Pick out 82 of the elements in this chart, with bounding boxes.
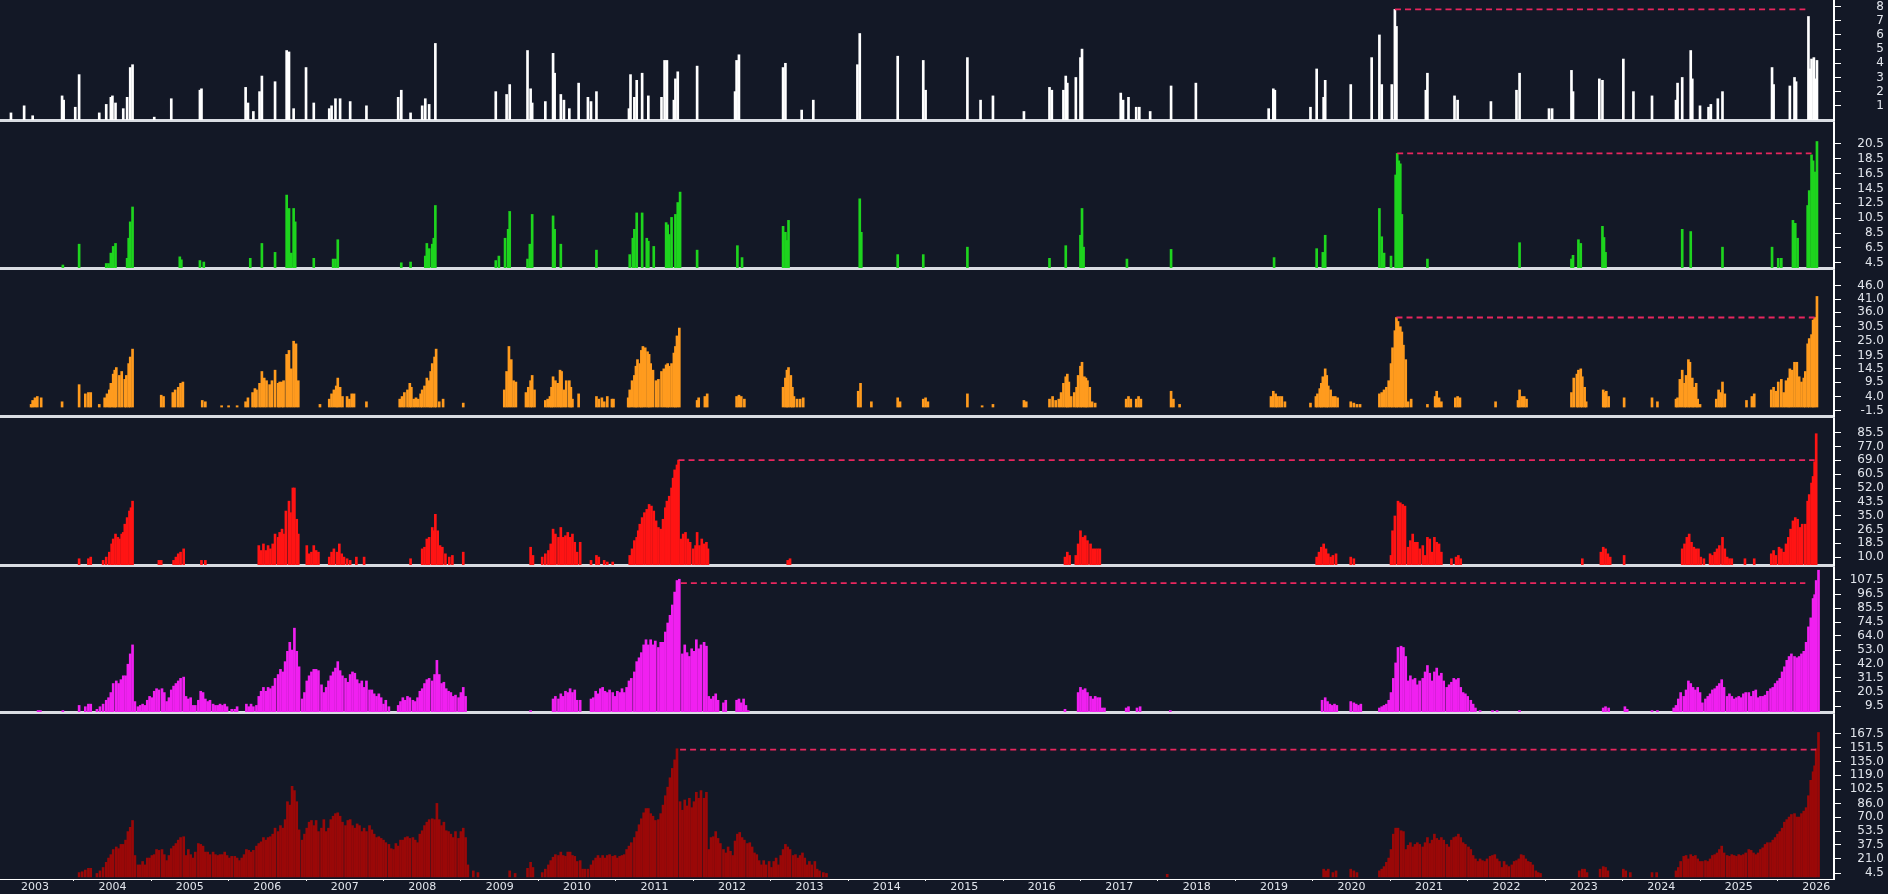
y-tick-label: 64.0 <box>1857 628 1884 643</box>
x-tick-label: 2009 <box>485 880 514 894</box>
x-tick-label: 2022 <box>1492 880 1521 894</box>
x-tick-label: 2016 <box>1027 880 1056 894</box>
y-tick-label: 31.5 <box>1857 669 1884 684</box>
x-tick-label: 2003 <box>20 880 49 894</box>
x-tick-label: 2004 <box>98 880 127 894</box>
x-tick-label: 2007 <box>330 880 359 894</box>
y-tick-label: 135.0 <box>1849 753 1884 768</box>
x-tick-label: 2025 <box>1724 880 1753 894</box>
y-tick-label: 77.0 <box>1857 438 1884 453</box>
y-tick-label: 20.5 <box>1857 135 1884 150</box>
y-tick-label: -1.5 <box>1860 403 1884 418</box>
y-tick-label: 19.5 <box>1857 347 1884 362</box>
y-tick-label: 1 <box>1876 97 1884 112</box>
y-tick-label: 86.0 <box>1857 795 1884 810</box>
y-tick-label: 7 <box>1876 12 1884 27</box>
y-tick-label: 37.5 <box>1857 836 1884 851</box>
y-tick-label: 102.5 <box>1849 781 1884 796</box>
y-tick-label: 18.5 <box>1857 150 1884 165</box>
y-tick-label: 107.5 <box>1849 572 1884 586</box>
y-tick-label: 18.5 <box>1857 535 1884 550</box>
y-tick-label: 46.0 <box>1857 278 1884 293</box>
y-tick-label: 3 <box>1876 69 1884 84</box>
y-tick-label: 4.0 <box>1864 388 1884 403</box>
x-tick-label: 2018 <box>1182 880 1211 894</box>
y-tick-label: 4 <box>1876 55 1884 70</box>
y-tick-label: 4.5 <box>1864 254 1884 269</box>
x-tick-label: 2011 <box>640 880 669 894</box>
x-tick-label: 2023 <box>1569 880 1598 894</box>
y-tick-label: 26.5 <box>1857 522 1884 537</box>
y-tick-label: 10.0 <box>1857 549 1884 564</box>
y-tick-label: 10.5 <box>1857 210 1884 225</box>
x-tick-label: 2026 <box>1802 880 1831 894</box>
x-tick-label: 2015 <box>950 880 979 894</box>
y-tick-label: 9.5 <box>1864 698 1884 713</box>
x-tick-label: 2020 <box>1337 880 1366 894</box>
y-tick-label: 21.0 <box>1857 851 1884 866</box>
y-tick-label: 43.5 <box>1857 494 1884 509</box>
y-tick-label: 4.5 <box>1864 865 1884 880</box>
y-tick-label: 14.5 <box>1857 360 1884 375</box>
y-tick-label: 8.5 <box>1864 225 1884 240</box>
y-tick-label: 5 <box>1876 41 1884 56</box>
x-tick-label: 2024 <box>1647 880 1676 894</box>
y-tick-label: 20.5 <box>1857 684 1884 699</box>
y-tick-label: 53.5 <box>1857 823 1884 838</box>
y-tick-label: 6 <box>1876 27 1884 42</box>
x-tick-label: 2005 <box>175 880 204 894</box>
y-tick-label: 12.5 <box>1857 195 1884 210</box>
y-tick-label: 42.0 <box>1857 656 1884 671</box>
y-tick-label: 52.0 <box>1857 480 1884 495</box>
y-tick-label: 151.5 <box>1849 739 1884 754</box>
x-tick-label: 2013 <box>795 880 824 894</box>
y-tick-label: 69.0 <box>1857 452 1884 467</box>
y-tick-label: 14.5 <box>1857 180 1884 195</box>
x-tick-label: 2021 <box>1414 880 1443 894</box>
y-tick-label: 167.5 <box>1849 725 1884 740</box>
x-tick-label: 2017 <box>1105 880 1134 894</box>
y-tick-label: 70.0 <box>1857 809 1884 824</box>
y-tick-label: 85.5 <box>1857 600 1884 615</box>
y-tick-label: 53.0 <box>1857 642 1884 657</box>
y-tick-label: 119.0 <box>1849 767 1884 782</box>
y-tick-label: 35.0 <box>1857 508 1884 523</box>
y-tick-label: 2 <box>1876 83 1884 98</box>
x-tick-label: 2019 <box>1260 880 1289 894</box>
x-tick-label: 2006 <box>253 880 282 894</box>
y-tick-label: 9.5 <box>1864 374 1884 389</box>
y-tick-label: 16.5 <box>1857 165 1884 180</box>
x-tick-label: 2010 <box>563 880 592 894</box>
y-tick-label: 41.0 <box>1857 291 1884 306</box>
y-tick-label: 74.5 <box>1857 614 1884 629</box>
y-tick-label: 30.5 <box>1857 318 1884 333</box>
y-tick-label: 85.5 <box>1857 425 1884 440</box>
y-tick-label: 96.5 <box>1857 586 1884 601</box>
x-tick-label: 2012 <box>717 880 746 894</box>
x-tick-label: 2014 <box>872 880 901 894</box>
y-tick-label: 6.5 <box>1864 240 1884 255</box>
y-tick-label: 36.0 <box>1857 304 1884 319</box>
y-tick-label: 60.5 <box>1857 466 1884 481</box>
x-tick-label: 2008 <box>408 880 437 894</box>
y-tick-label: 8 <box>1876 0 1884 13</box>
y-tick-label: 25.0 <box>1857 333 1884 348</box>
